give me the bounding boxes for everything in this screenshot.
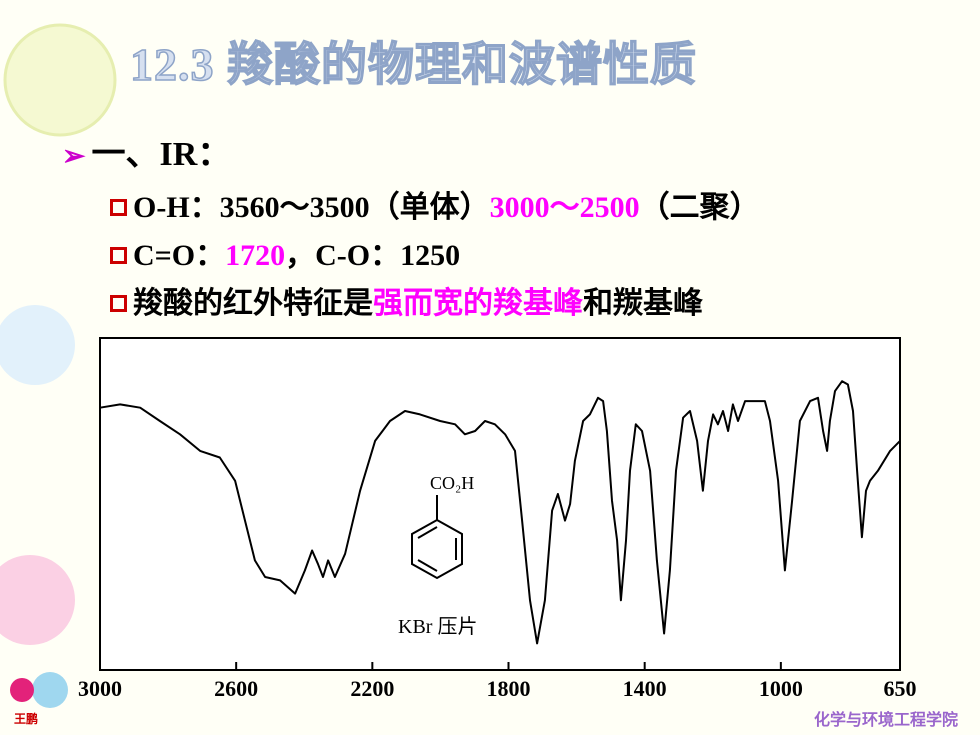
x-tick-label: 1400 [623,676,667,701]
structure-label: CO₂H [430,473,474,493]
item-text: 强而宽的羧基峰 [373,286,583,321]
sample-label: KBr 压片 [398,615,477,638]
item-text: O-H：3560～3500（单体） [133,191,490,224]
benzene-ring [411,518,463,580]
bond [417,559,438,572]
plot-frame [99,337,901,671]
item-text: ，C-O：1250 [285,239,461,272]
bullet-box [110,247,127,264]
bullet-box [110,295,127,312]
spectrum-line [99,380,901,645]
item-text: （二聚） [639,190,760,225]
bullet-arrow: ➢ [62,141,86,172]
decor-circle [10,678,34,702]
school: 化学与环境工程学院 [813,712,958,729]
benzoic-acid-structure [411,495,463,580]
x-tick-label: 2200 [350,676,394,701]
bullet-item: 羧酸的红外特征是强而宽的羧基峰和羰基峰 [110,278,703,322]
x-tick-label: 1800 [487,676,531,701]
slide-title: 12.3 羧酸的物理和波谱性质 [129,38,697,91]
bullet-item: C=O：1720，C-O：1250 [110,230,460,274]
item-text: 羧酸的红外特征是 [133,286,373,321]
item-text: 1720 [225,239,286,272]
x-tick-label: 2600 [214,676,258,701]
decor-circle [32,672,68,708]
x-tick-label: 1000 [759,676,803,701]
x-tick-label: 650 [884,676,917,701]
item-text: 3000～2500 [489,191,640,224]
bullet-item: O-H：3560～3500（单体）3000～2500（二聚） [110,182,760,226]
item-text: C=O： [133,239,226,272]
bond [417,526,438,539]
heading: ➢ 一、IR： [62,126,231,175]
decor-circle [0,305,75,385]
decor-circle [3,23,117,137]
heading-text: 一、IR： [91,136,232,173]
author: 王鹏 [14,712,39,726]
decor-circle [0,555,75,645]
bullet-box [110,199,127,216]
item-text: 和羰基峰 [583,286,703,321]
x-tick-label: 3000 [78,676,122,701]
